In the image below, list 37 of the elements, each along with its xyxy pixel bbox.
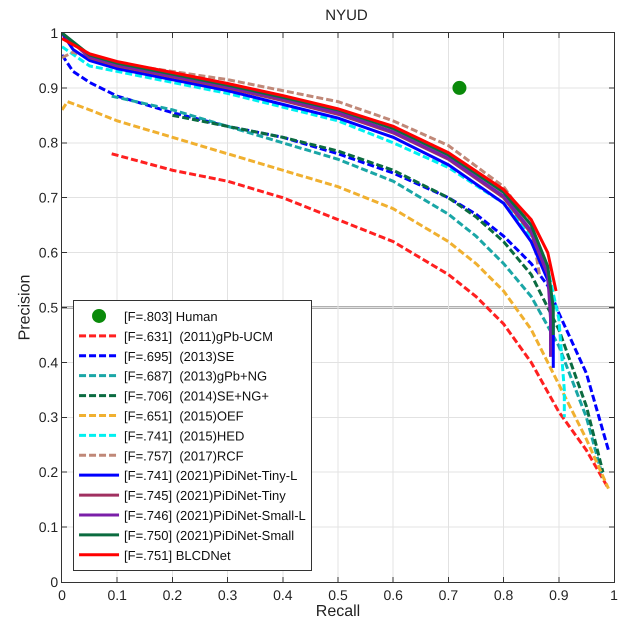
legend-label: [F=.741] (2015)HED xyxy=(124,428,244,444)
y-tick-label: 0.4 xyxy=(38,354,58,370)
x-axis-title: Recall xyxy=(316,602,360,620)
x-tick-label: 0.7 xyxy=(438,586,458,603)
y-tick-label: 1 xyxy=(50,24,58,41)
y-tick-label: 0.2 xyxy=(38,464,58,480)
legend-label: [F=.751] BLCDNet xyxy=(124,548,232,563)
legend-label: [F=.745] (2021)PiDiNet-Tiny xyxy=(124,488,286,504)
y-tick-label: 0.1 xyxy=(38,519,58,535)
y-tick-label: 0 xyxy=(50,574,58,590)
y-tick-label: 0.8 xyxy=(38,134,58,151)
legend-label: [F=.746] (2021)PiDiNet-Small-L xyxy=(124,508,306,524)
y-tick-label: 0.7 xyxy=(38,190,58,206)
y-tick-label: 0.6 xyxy=(38,244,58,260)
y-tick-label: 0.3 xyxy=(38,409,58,426)
legend-label: [F=.750] (2021)PiDiNet-Small xyxy=(124,528,294,543)
legend-label: [F=.803] Human xyxy=(124,309,218,324)
y-tick-label: 0.5 xyxy=(38,299,58,316)
x-tick-label: 0.9 xyxy=(549,586,569,603)
legend-label: [F=.631] (2011)gPb-UCM xyxy=(124,328,274,344)
y-axis-title: Precision xyxy=(16,274,34,340)
x-tick-label: 0.2 xyxy=(162,586,182,603)
legend-label: [F=.741] (2021)PiDiNet-Tiny-L xyxy=(124,468,298,484)
legend-label: [F=.687] (2013)gPb+NG xyxy=(124,368,268,384)
legend-label: [F=.695] (2013)SE xyxy=(124,348,235,364)
x-tick-label: 0.8 xyxy=(494,586,514,603)
x-tick-label: 0.1 xyxy=(107,586,128,603)
legend-label: [F=.706] (2014)SE+NG+ xyxy=(124,388,269,404)
x-tick-label: 0.5 xyxy=(328,586,348,603)
chart-title: NYUD xyxy=(325,7,368,24)
x-tick-label: 1 xyxy=(610,586,618,603)
x-tick-label: 0.4 xyxy=(273,586,293,603)
legend-label: [F=.757] (2017)RCF xyxy=(124,448,244,464)
legend-label: [F=.651] (2015)OEF xyxy=(124,408,244,424)
y-tick-label: 0.9 xyxy=(38,80,58,96)
x-tick-label: 0.3 xyxy=(218,586,238,603)
x-tick-label: 0.6 xyxy=(383,586,404,603)
